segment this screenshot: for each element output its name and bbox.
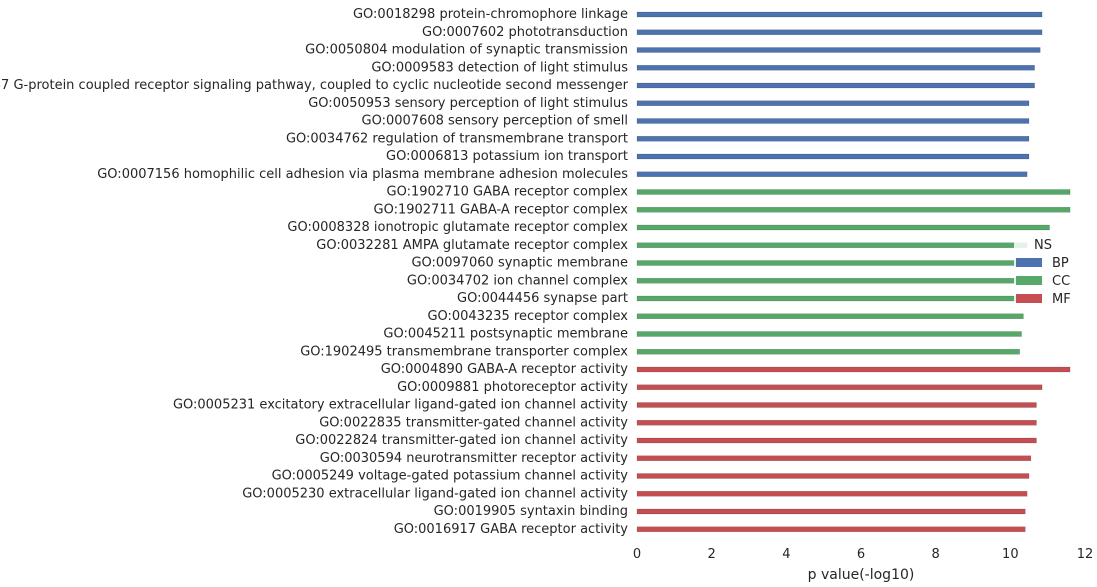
bar-mf bbox=[636, 455, 1032, 461]
bar-cc bbox=[636, 189, 1071, 195]
bar-mf bbox=[636, 420, 1037, 426]
x-tick-label: 12 bbox=[1077, 547, 1094, 562]
bar-bp bbox=[636, 65, 1035, 71]
bars bbox=[636, 11, 1071, 532]
bar-bp bbox=[636, 136, 1030, 142]
x-tick-label: 4 bbox=[782, 547, 790, 562]
bar-bp bbox=[636, 171, 1028, 177]
category-label: GO:0007156 homophilic cell adhesion via … bbox=[97, 167, 628, 182]
category-label: GO:0005231 excitatory extracellular liga… bbox=[173, 398, 628, 413]
legend-swatch-cc bbox=[1016, 276, 1042, 285]
category-label: GO:0007187 G-protein coupled receptor si… bbox=[0, 78, 629, 93]
category-label: GO:0007602 phototransduction bbox=[422, 25, 628, 40]
legend-title: NS bbox=[1034, 238, 1052, 253]
bar-bp bbox=[636, 11, 1043, 18]
bar-cc bbox=[636, 260, 1026, 266]
bar-mf bbox=[636, 402, 1037, 408]
bar-cc bbox=[636, 278, 1026, 284]
category-label: GO:0044456 synapse part bbox=[457, 291, 628, 306]
category-label: GO:0034702 ion channel complex bbox=[407, 273, 628, 288]
category-label: GO:0022835 transmitter-gated channel act… bbox=[319, 415, 628, 430]
category-label: GO:0009881 photoreceptor activity bbox=[397, 380, 628, 395]
bar-bp bbox=[636, 100, 1030, 106]
x-tick-label: 0 bbox=[633, 547, 641, 562]
bar-mf bbox=[636, 491, 1028, 497]
x-axis-label: p value(-log10) bbox=[808, 567, 915, 583]
bar-bp bbox=[636, 153, 1030, 160]
category-label: GO:0009583 detection of light stimulus bbox=[371, 60, 628, 75]
bar-mf bbox=[636, 526, 1026, 532]
category-label: GO:0018298 protein-chromophore linkage bbox=[353, 7, 628, 22]
category-label: GO:1902710 GABA receptor complex bbox=[387, 185, 629, 200]
bar-cc bbox=[636, 224, 1050, 231]
category-label: GO:0034762 regulation of transmembrane t… bbox=[286, 131, 628, 146]
bar-cc bbox=[636, 313, 1024, 319]
category-label: GO:1902495 transmembrane transporter com… bbox=[300, 344, 628, 359]
bar-bp bbox=[636, 29, 1043, 35]
category-label: GO:0097060 synaptic membrane bbox=[411, 256, 628, 271]
legend-label-cc: CC bbox=[1052, 274, 1070, 289]
category-label: GO:0045211 postsynaptic membrane bbox=[383, 327, 628, 342]
category-label: GO:0007608 sensory perception of smell bbox=[362, 114, 628, 129]
category-label: GO:0032281 AMPA glutamate receptor compl… bbox=[316, 238, 628, 253]
legend-label-mf: MF bbox=[1052, 292, 1071, 307]
x-tick-label: 10 bbox=[1002, 547, 1019, 562]
bar-bp bbox=[636, 118, 1030, 124]
category-label: GO:0004890 GABA-A receptor activity bbox=[381, 362, 629, 377]
bar-mf bbox=[636, 437, 1037, 444]
legend-swatch-mf bbox=[1016, 294, 1042, 303]
category-label: GO:0005230 extracellular ligand-gated io… bbox=[242, 486, 628, 501]
bar-bp bbox=[636, 82, 1035, 89]
x-tick-label: 6 bbox=[857, 547, 865, 562]
bar-cc bbox=[636, 349, 1020, 355]
bar-mf bbox=[636, 384, 1043, 390]
category-label: GO:0022824 transmitter-gated ion channel… bbox=[295, 433, 628, 448]
category-label: GO:0008328 ionotropic glutamate receptor… bbox=[287, 220, 628, 235]
category-label: GO:1902711 GABA-A receptor complex bbox=[374, 202, 629, 217]
category-label: GO:0006813 potassium ion transport bbox=[386, 149, 628, 164]
bar-cc bbox=[636, 207, 1071, 213]
bar-cc bbox=[636, 331, 1022, 337]
x-axis: 0 2 4 6 8 10 12 bbox=[633, 547, 1093, 562]
category-label: GO:0030594 neurotransmitter receptor act… bbox=[320, 451, 629, 466]
bar-bp bbox=[636, 47, 1041, 53]
bar-cc bbox=[636, 295, 1024, 302]
bar-cc bbox=[636, 242, 1028, 248]
category-label: GO:0005249 voltage-gated potassium chann… bbox=[272, 469, 629, 484]
x-tick-label: 8 bbox=[932, 547, 940, 562]
category-label: GO:0050804 modulation of synaptic transm… bbox=[305, 43, 628, 58]
category-label: GO:0016917 GABA receptor activity bbox=[394, 522, 629, 537]
category-label: GO:0050953 sensory perception of light s… bbox=[308, 96, 628, 111]
legend: NS BP CC MF bbox=[1014, 236, 1071, 311]
category-labels: GO:0018298 protein-chromophore linkage GO… bbox=[0, 7, 629, 537]
bar-mf bbox=[636, 366, 1071, 373]
legend-label-bp: BP bbox=[1052, 256, 1069, 271]
category-label: GO:0019905 syntaxin binding bbox=[434, 504, 628, 519]
legend-swatch-bp bbox=[1016, 258, 1042, 267]
bar-mf bbox=[636, 473, 1030, 479]
bar-mf bbox=[636, 508, 1026, 515]
category-label: GO:0043235 receptor complex bbox=[427, 309, 628, 324]
x-tick-label: 2 bbox=[708, 547, 716, 562]
